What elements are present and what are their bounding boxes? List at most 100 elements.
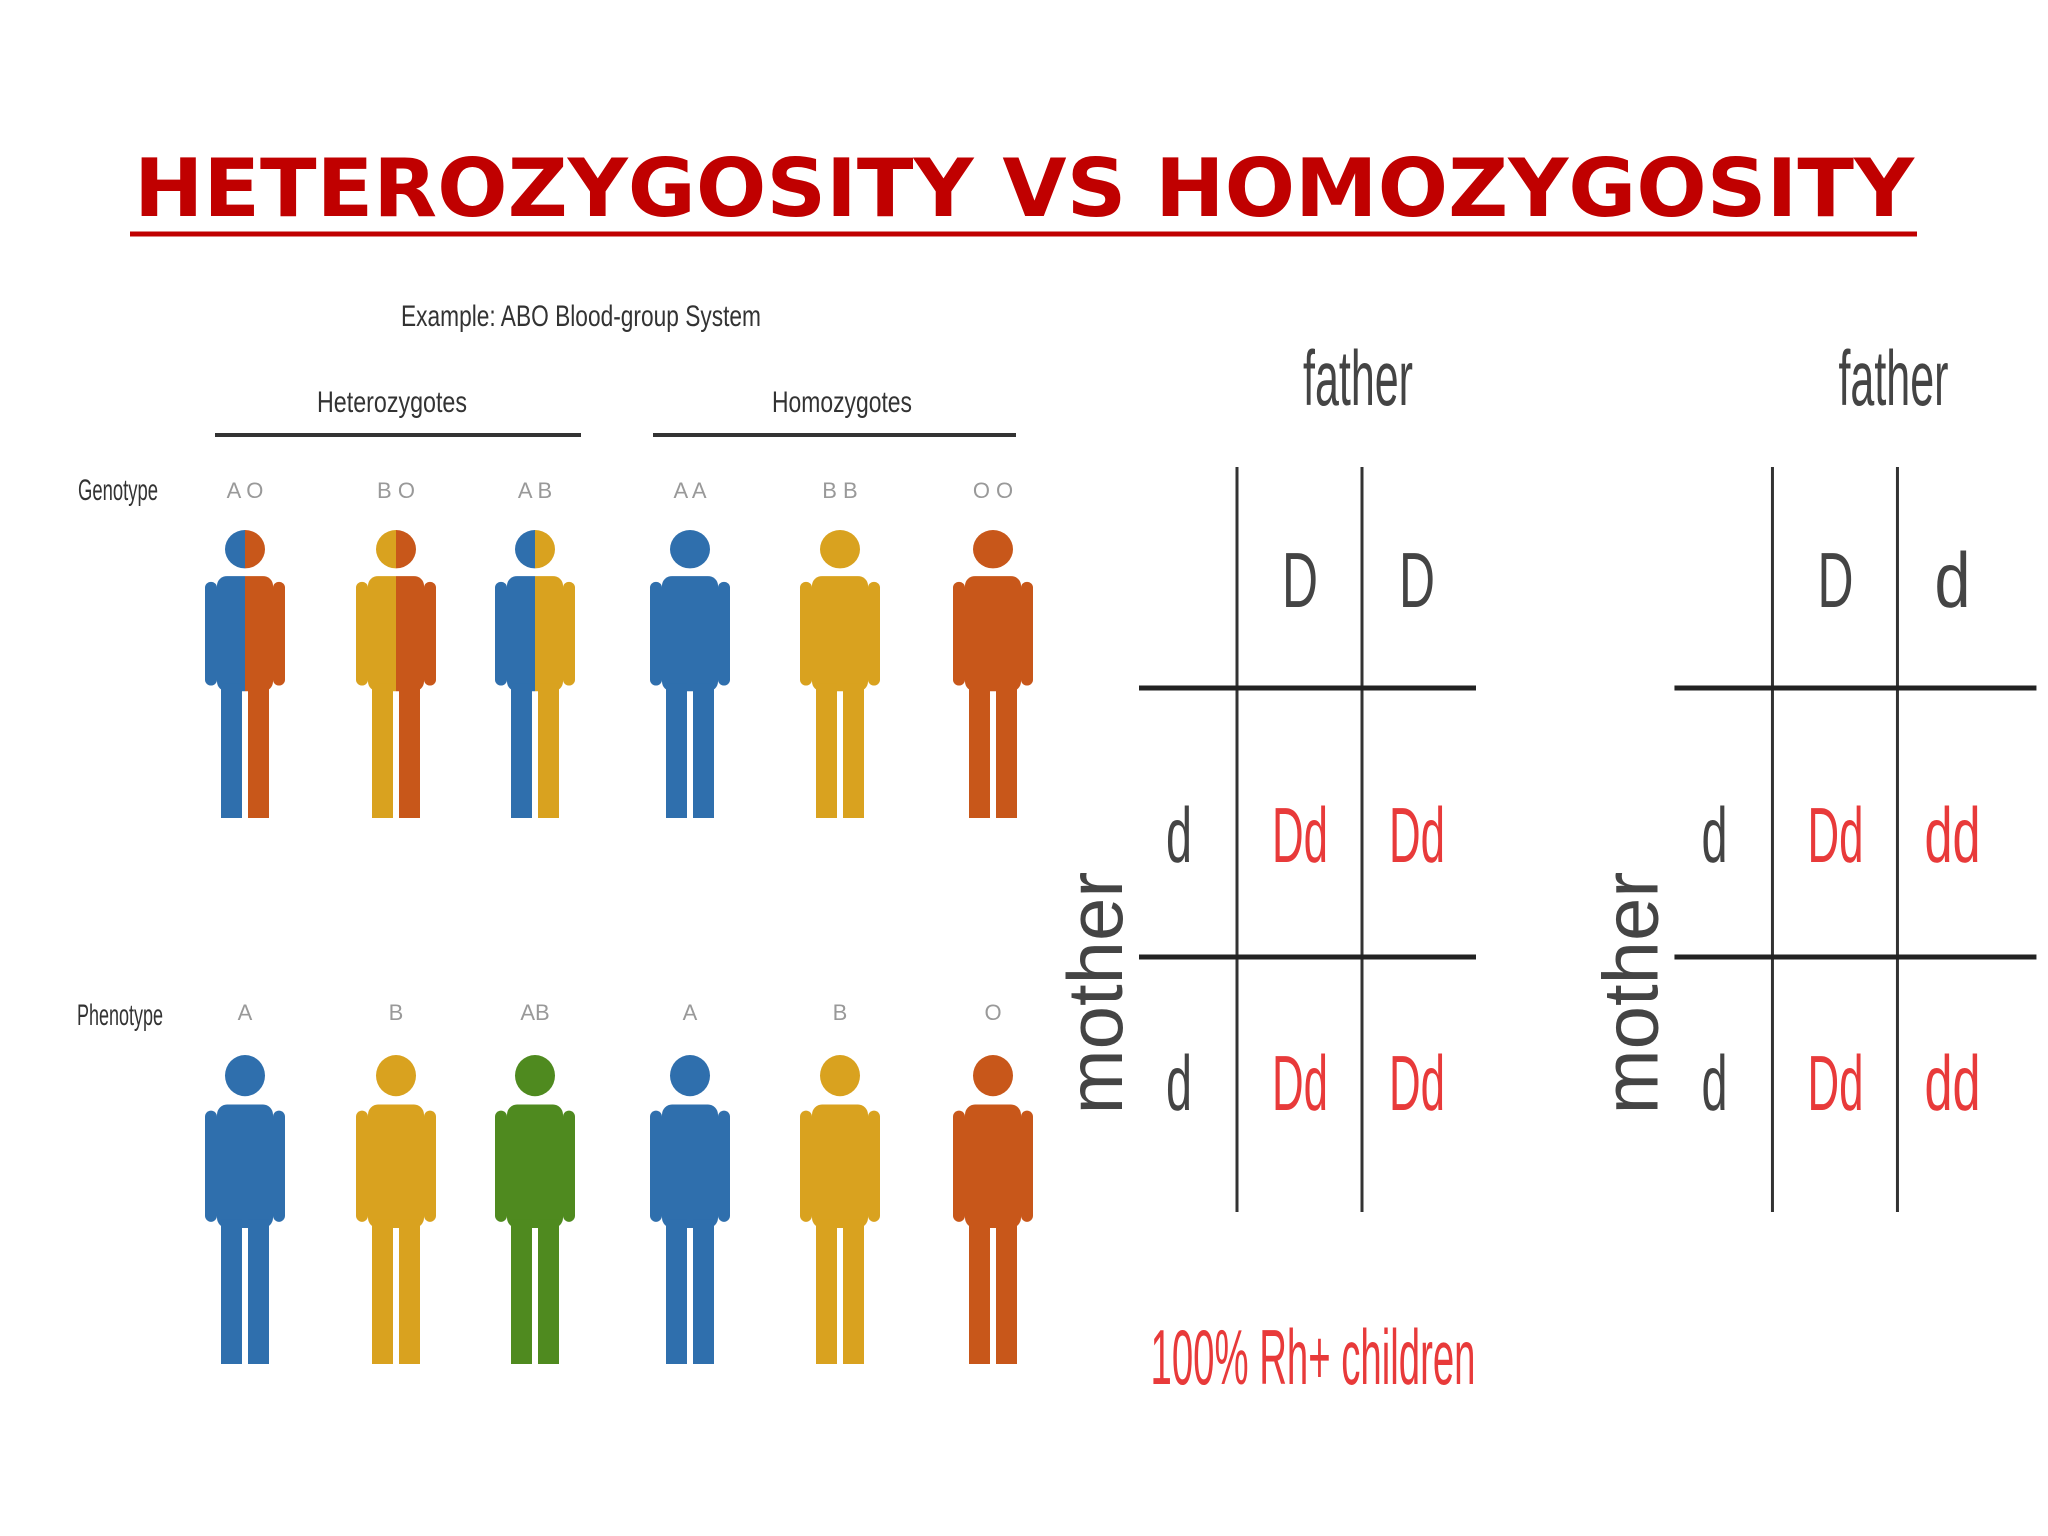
figure-part [495,530,535,818]
side-label: mother [1586,872,1674,1115]
torso [690,576,718,692]
abo-caption: Example: ABO Blood-group System [401,300,761,333]
leg [538,683,559,818]
cell: Dd [1389,1039,1445,1127]
figure-part [356,1055,436,1364]
torso [993,576,1021,692]
figure-part [800,1055,880,1364]
leg [666,1219,687,1364]
arm [868,581,880,686]
torso [507,1104,563,1229]
arm [563,581,575,686]
figure-part [993,530,1033,818]
head [376,1055,416,1097]
arm [205,1110,217,1222]
figure-part [535,530,575,818]
leg [248,1219,269,1364]
genotype-label: A A [673,478,706,503]
person [205,1055,285,1364]
title: HETEROZYGOSITY VS HOMOZYGOSITY [134,142,1915,235]
person [800,1055,880,1364]
figure-part [650,1055,730,1364]
torso [965,1104,1021,1229]
figure-part [650,530,690,818]
head [973,1055,1013,1097]
leg [996,1219,1017,1364]
torso [245,576,273,692]
person [495,1055,575,1364]
leg [996,683,1017,818]
torso [507,576,535,692]
leg [221,683,242,818]
torso [217,576,245,692]
row-label: Genotype [78,474,158,507]
arm [800,1110,812,1222]
column-label: d [1934,536,1970,624]
row-label: d [1166,791,1192,879]
leg [693,1219,714,1364]
leg [693,683,714,818]
arm [953,1110,965,1222]
head [670,530,690,569]
arm [650,1110,662,1222]
phenotype-label: B [833,1000,848,1025]
figure-part [953,530,993,818]
arm [205,581,217,686]
arm [563,1110,575,1222]
figure-part [690,530,730,818]
side-label: mother [1051,872,1139,1115]
head [993,530,1013,569]
cell: Dd [1807,791,1863,879]
head [515,530,535,569]
person [356,530,436,818]
cell: Dd [1272,791,1328,879]
phenotype-label: O [984,1000,1001,1025]
arm [1021,581,1033,686]
head [515,1055,555,1097]
figure-part [205,1055,285,1364]
arm [424,581,436,686]
arm [800,581,812,686]
leg [816,683,837,818]
leg [843,1219,864,1364]
torso [662,576,690,692]
head [820,530,840,569]
person [356,1055,436,1364]
leg [372,683,393,818]
person [953,530,1033,818]
torso [812,576,840,692]
phenotype-label: B [389,1000,404,1025]
head [225,530,245,569]
torso [840,576,868,692]
cell: dd [1924,791,1980,879]
arm [650,581,662,686]
phenotype-label: AB [520,1000,549,1025]
arm [273,581,285,686]
arm [718,581,730,686]
torso [368,576,396,692]
figure-part [495,1055,575,1364]
cell: Dd [1807,1039,1863,1127]
torso [662,1104,718,1229]
arm [273,1110,285,1222]
arm [868,1110,880,1222]
arm [495,1110,507,1222]
leg [969,683,990,818]
arm [424,1110,436,1222]
leg [221,1219,242,1364]
leg [372,1219,393,1364]
column-label: D [1817,536,1853,624]
person [205,530,285,818]
genotype-label: B O [377,478,415,503]
leg [399,683,420,818]
phenotype-label: A [238,1000,253,1025]
cell: Dd [1389,791,1445,879]
head [245,530,265,569]
head [690,530,710,569]
arm [356,1110,368,1222]
person [953,1055,1033,1364]
top-label: father [1838,334,1948,422]
head [376,530,396,569]
torso [965,576,993,692]
group-label: Homozygotes [772,386,912,419]
